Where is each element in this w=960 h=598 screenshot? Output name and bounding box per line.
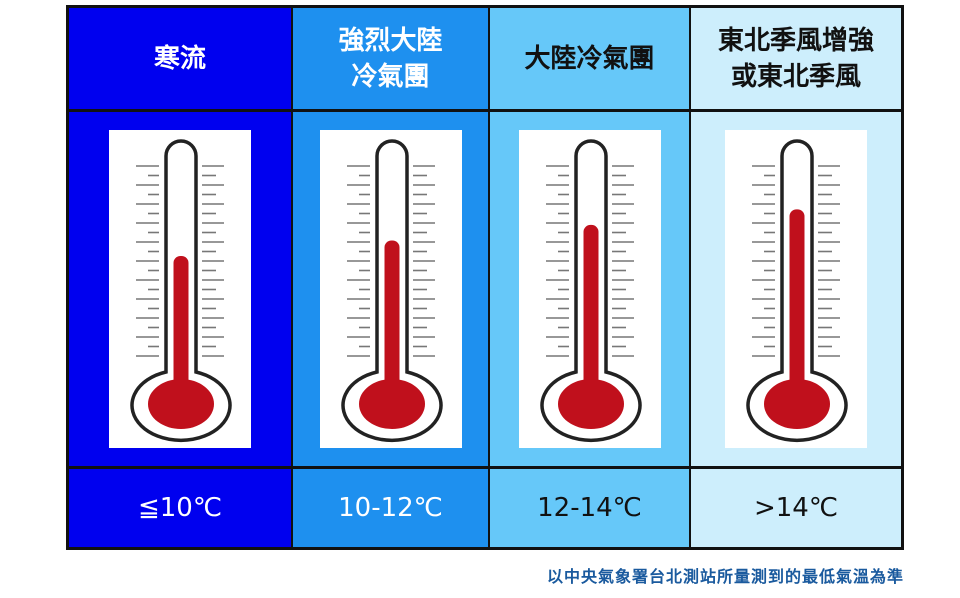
mercury-column: [173, 256, 189, 395]
column-header: 東北季風增強 或東北季風: [691, 8, 901, 112]
thermometer-cell: [691, 112, 901, 469]
mercury-bulb: [764, 379, 830, 429]
thermometer-cell: [490, 112, 691, 469]
thermometer-icon: [539, 139, 642, 443]
thermometer-cell: [69, 112, 293, 469]
thermometer-icon: [746, 139, 848, 443]
temperature-range: 10-12℃: [293, 469, 490, 547]
column-header: 寒流: [69, 8, 293, 112]
mercury-bulb: [148, 379, 214, 429]
mercury-bulb: [557, 379, 624, 429]
thermometer-cell: [293, 112, 490, 469]
footnote: 以中央氣象署台北測站所量測到的最低氣溫為準: [546, 567, 904, 586]
thermometer-image: [319, 130, 462, 448]
mercury-column: [789, 209, 805, 395]
column-header: 大陸冷氣團: [490, 8, 691, 112]
mercury-column: [583, 224, 598, 395]
thermometer-image: [725, 130, 867, 448]
cold-air-classification-table: 寒流 強烈大陸 冷氣團 大陸冷氣團 東北季風增強 或東北季風 ≦10℃ 10-12℃ 12-…: [66, 5, 904, 550]
thermometer-image: [109, 130, 251, 448]
thermometer-icon: [130, 139, 232, 443]
temperature-range: >14℃: [691, 469, 901, 547]
mercury-bulb: [358, 379, 425, 429]
thermometer-image: [518, 130, 661, 448]
temperature-range: ≦10℃: [69, 469, 293, 547]
thermometer-icon: [340, 139, 443, 443]
temperature-range: 12-14℃: [490, 469, 691, 547]
column-header: 強烈大陸 冷氣團: [293, 8, 490, 112]
mercury-column: [384, 240, 399, 395]
